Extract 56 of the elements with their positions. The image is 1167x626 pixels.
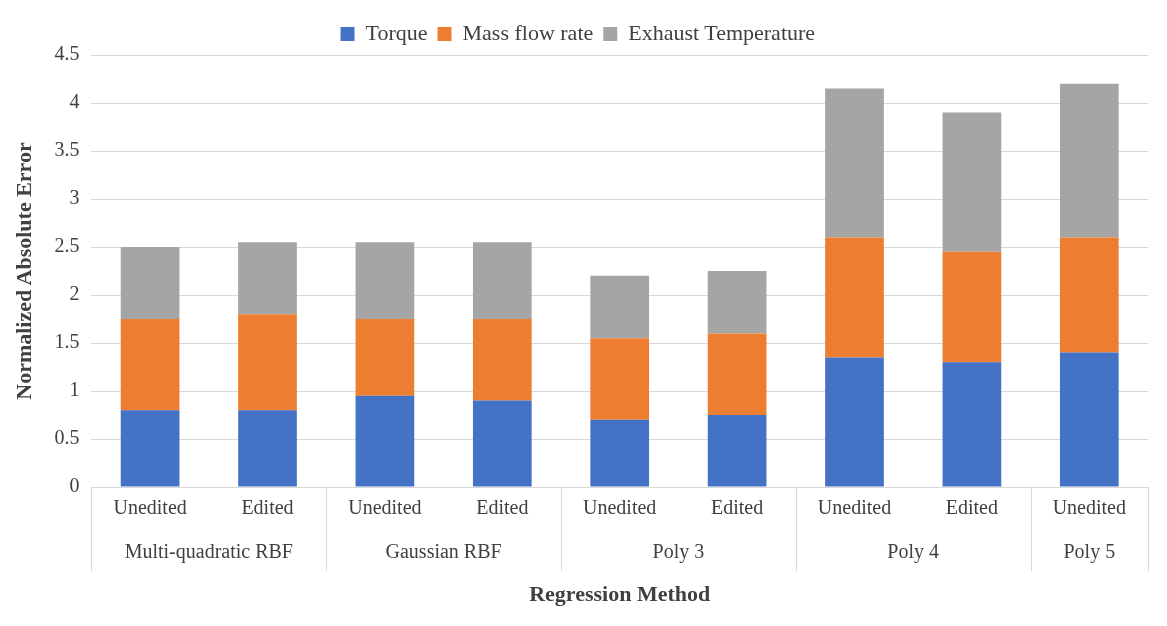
bar (1059, 237, 1119, 353)
bar (238, 242, 297, 315)
bar (825, 237, 884, 358)
x-axis-title: Regression Method (529, 580, 711, 606)
bar (120, 319, 180, 411)
y-tick-label: 1.5 (54, 330, 80, 353)
x-tick-label: Edited (241, 496, 294, 519)
bar (472, 319, 532, 401)
x-tick-label: Edited (710, 496, 764, 519)
text: Poly 4 (887, 540, 940, 564)
bar (707, 415, 767, 487)
x-tick-label: Edited (945, 496, 999, 519)
bar (472, 400, 532, 487)
bar (1059, 83, 1119, 238)
bar (1059, 352, 1119, 487)
x-tick-label: Unedited (113, 496, 187, 519)
bar (238, 410, 297, 487)
bar (238, 314, 297, 411)
y-tick-label: 3 (69, 186, 80, 209)
y-tick-label: 0 (69, 474, 80, 497)
y-tick-label: 3.5 (54, 138, 80, 161)
bar (707, 271, 767, 334)
x-tick-label: Unedited (583, 496, 657, 519)
bar (472, 242, 532, 319)
y-tick-label: 2.5 (54, 234, 80, 257)
text: Poly 3 (652, 540, 705, 564)
bar (120, 410, 180, 487)
bar (590, 275, 650, 339)
bar (942, 112, 1002, 252)
bar (825, 88, 884, 238)
x-tick-label: Unedited (817, 496, 892, 519)
legend-label: Torque (365, 19, 428, 45)
y-axis-title: Normalized Absolute Error (10, 142, 36, 400)
bar (590, 419, 650, 487)
bar (120, 247, 180, 319)
bar (355, 319, 415, 396)
bar (942, 362, 1002, 487)
text: Multi-quadratic RBF (124, 540, 293, 564)
x-tick-label: Unedited (1052, 496, 1126, 519)
bar (355, 242, 415, 319)
legend-label: Mass flow rate (462, 19, 594, 45)
bar (355, 395, 415, 487)
bar (707, 333, 767, 415)
legend-label: Exhaust Temperature (628, 19, 816, 45)
y-tick-label: 2 (69, 282, 80, 305)
x-tick-label: Unedited (348, 496, 422, 519)
text: Poly 5 (1063, 540, 1116, 564)
y-tick-label: 1 (69, 378, 80, 401)
bar (942, 251, 1002, 363)
text: Gaussian RBF (385, 540, 502, 563)
bar (825, 357, 884, 487)
y-tick-label: 4.5 (54, 42, 80, 65)
x-tick-label: Edited (476, 496, 529, 519)
bar (590, 338, 650, 420)
y-tick-label: 0.5 (54, 426, 80, 449)
y-tick-label: 4 (69, 90, 80, 113)
